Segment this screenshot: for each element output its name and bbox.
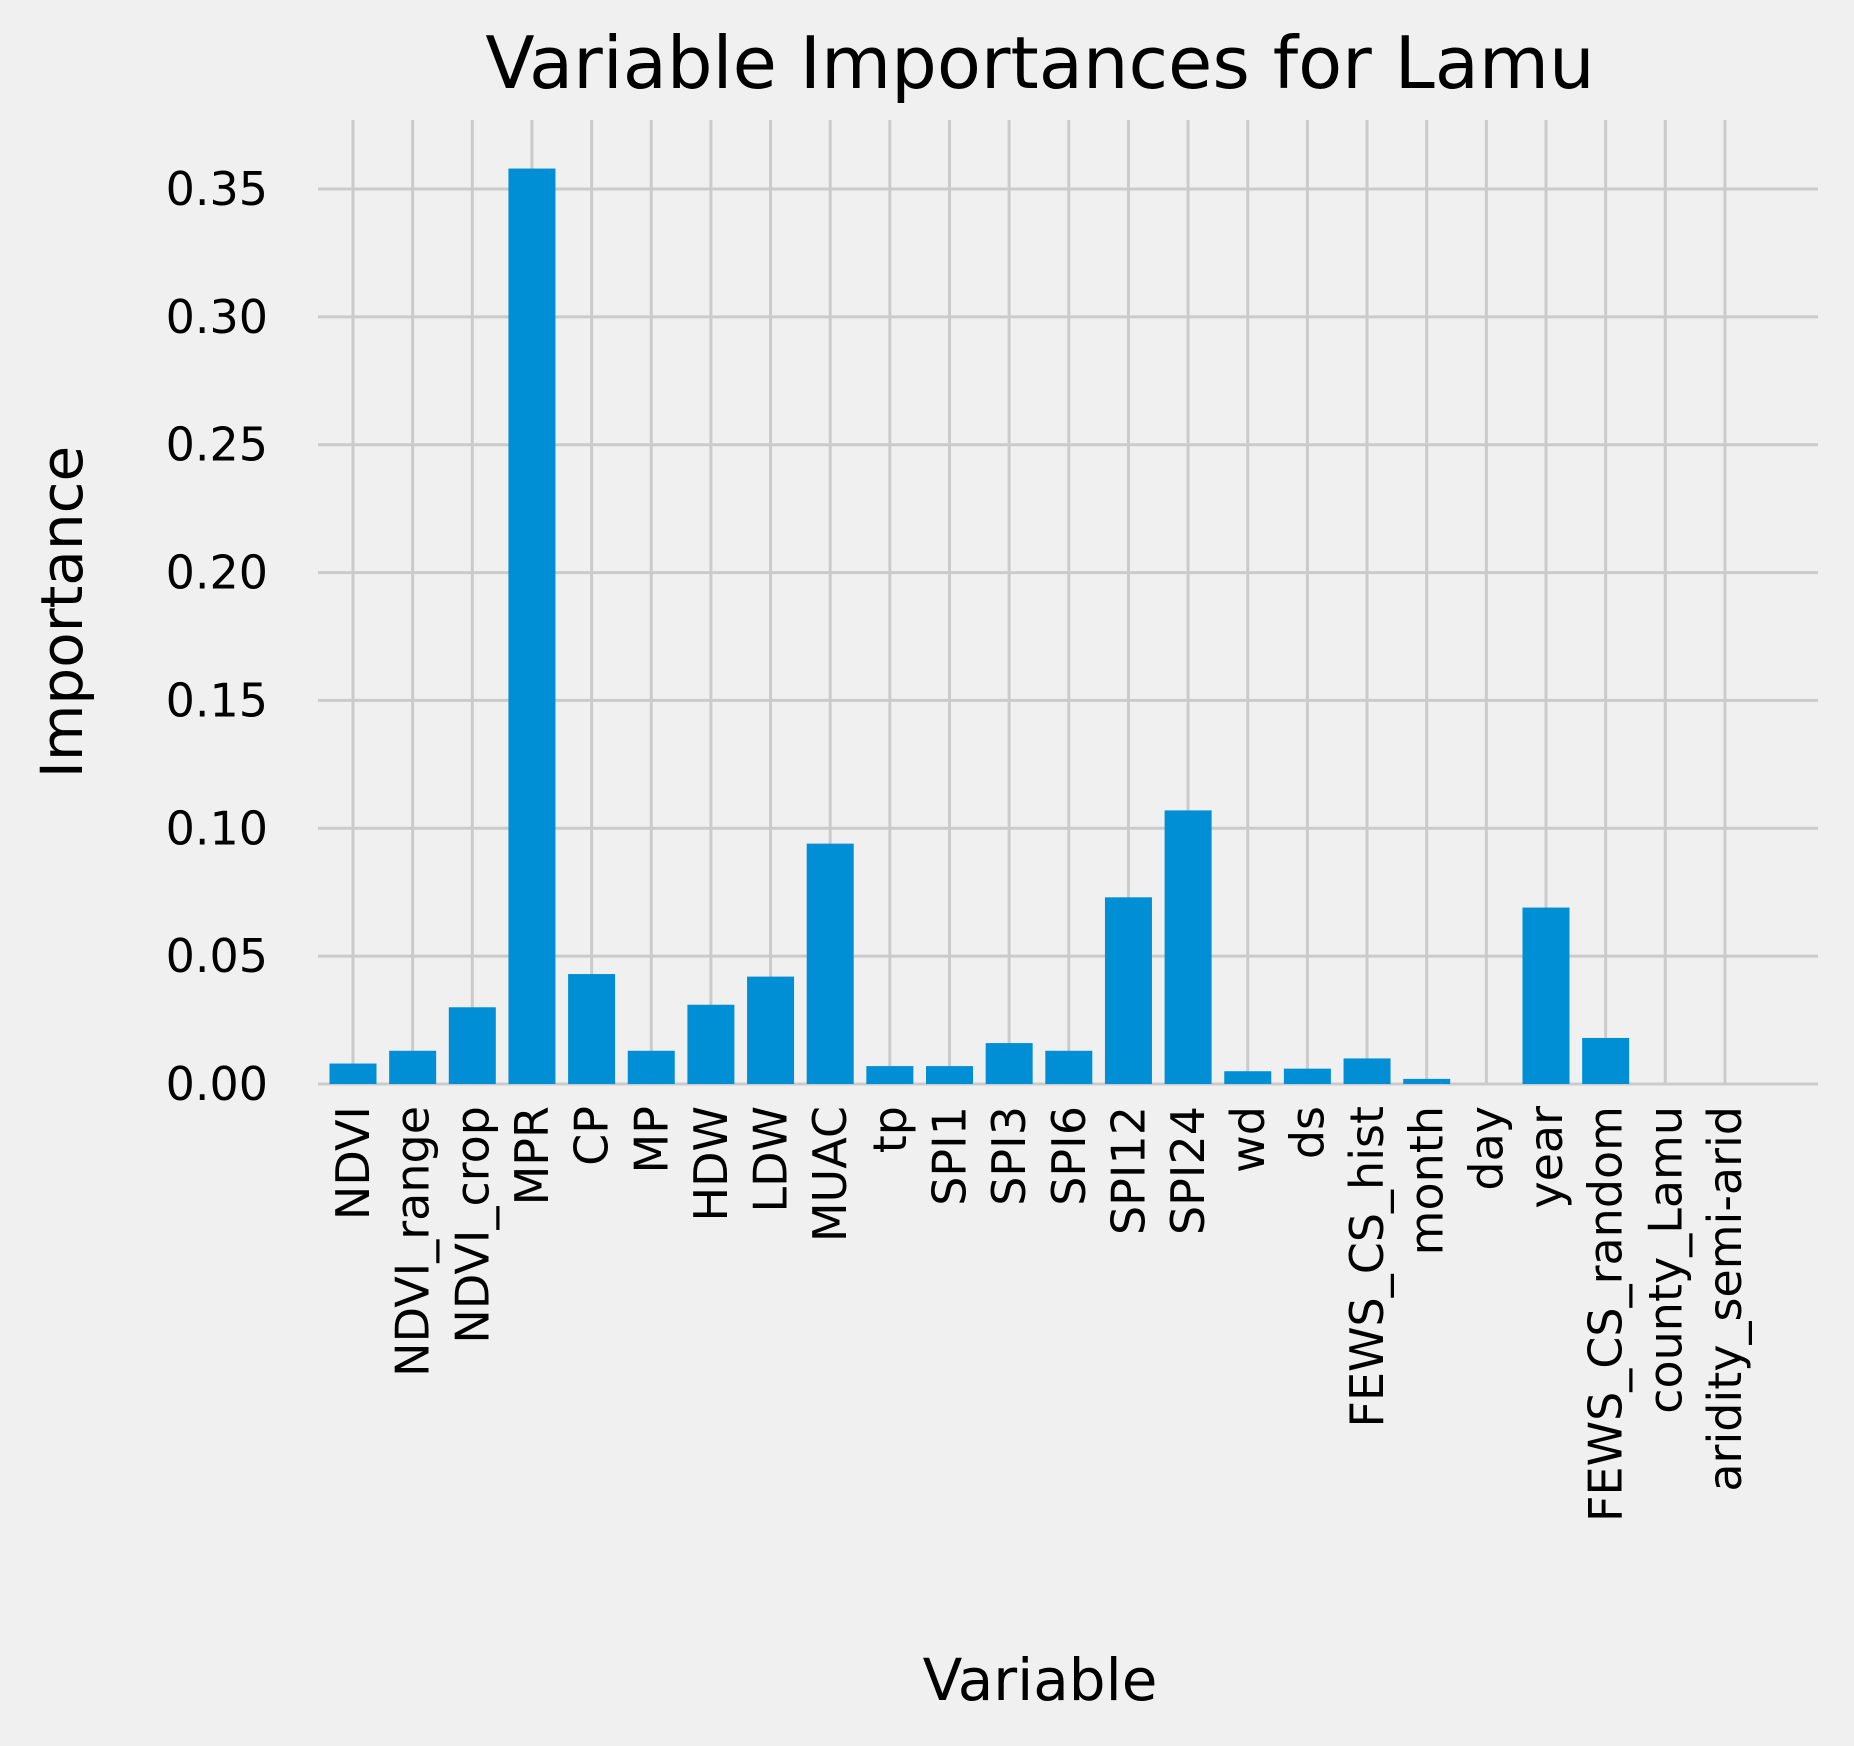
bar-tp: [866, 1066, 914, 1084]
bar-spi6: [1045, 1050, 1093, 1084]
x-tick-label: SPI24: [1161, 1106, 1215, 1235]
x-tick-label: MP: [624, 1106, 678, 1173]
x-tick-label: MUAC: [803, 1106, 857, 1242]
bar-wd: [1224, 1071, 1272, 1084]
x-tick-label: year: [1519, 1106, 1573, 1209]
x-tick-label: CP: [565, 1106, 619, 1166]
x-tick-label: HDW: [684, 1106, 738, 1222]
bar-mp: [627, 1050, 675, 1084]
y-tick-labels: 0.00 0.05 0.10 0.15 0.20 0.25 0.30 0.35: [166, 162, 268, 1111]
bar-ldw: [747, 976, 795, 1084]
y-tick-label: 0.35: [166, 162, 268, 216]
bar-mpr: [508, 168, 556, 1085]
x-tick-label: SPI1: [923, 1106, 977, 1206]
bar-ds: [1283, 1068, 1331, 1084]
x-tick-label: NDVI: [326, 1106, 380, 1220]
x-tick-label: wd: [1221, 1106, 1275, 1173]
y-axis-label: Importance: [28, 446, 96, 778]
x-tick-label: day: [1459, 1106, 1513, 1191]
bar-ndvi-range: [389, 1050, 437, 1084]
bar-fews-cs-random: [1582, 1037, 1630, 1084]
y-tick-label: 0.25: [166, 418, 268, 472]
x-tick-label: NDVI_crop: [445, 1106, 499, 1344]
y-tick-label: 0.20: [166, 546, 268, 600]
bar-cp: [568, 974, 616, 1084]
x-tick-label: tp: [863, 1106, 917, 1153]
bars: [329, 168, 1630, 1085]
bar-spi1: [926, 1066, 973, 1084]
bar-year: [1522, 907, 1570, 1084]
x-tick-label: SPI12: [1101, 1106, 1155, 1235]
bar-fews-cs-hist: [1343, 1058, 1391, 1084]
x-tick-label: FEWS_CS_hist: [1340, 1106, 1394, 1427]
x-tick-label: aridity_semi-arid: [1698, 1106, 1752, 1492]
bar-spi12: [1104, 897, 1152, 1084]
y-tick-label: 0.10: [166, 801, 268, 855]
bar-muac: [806, 843, 854, 1084]
bar-hdw: [687, 1004, 735, 1084]
chart-title: Variable Importances for Lamu: [485, 21, 1594, 105]
y-tick-label: 0.05: [166, 929, 268, 983]
bar-spi3: [985, 1043, 1033, 1084]
x-tick-label: month: [1400, 1106, 1454, 1255]
y-tick-label: 0.15: [166, 673, 268, 727]
x-tick-label: county_Lamu: [1638, 1106, 1692, 1414]
bar-spi24: [1164, 810, 1212, 1084]
y-tick-label: 0.00: [166, 1057, 268, 1111]
x-tick-label: LDW: [744, 1106, 798, 1213]
x-tick-labels: NDVI NDVI_range NDVI_crop MPR CP MP HDW LDW MUAC…: [326, 1106, 1752, 1522]
bar-ndvi-crop: [448, 1007, 496, 1084]
x-tick-label: NDVI_range: [386, 1106, 440, 1377]
bar-ndvi: [329, 1063, 377, 1084]
x-tick-label: ds: [1280, 1106, 1334, 1159]
x-tick-label: SPI6: [1042, 1106, 1096, 1206]
y-tick-label: 0.30: [166, 290, 268, 344]
bar-month: [1403, 1078, 1451, 1084]
x-tick-label: FEWS_CS_random: [1579, 1106, 1633, 1522]
x-axis-label: Variable: [923, 1646, 1158, 1714]
x-tick-label: MPR: [505, 1106, 559, 1205]
x-tick-label: SPI3: [982, 1106, 1036, 1206]
